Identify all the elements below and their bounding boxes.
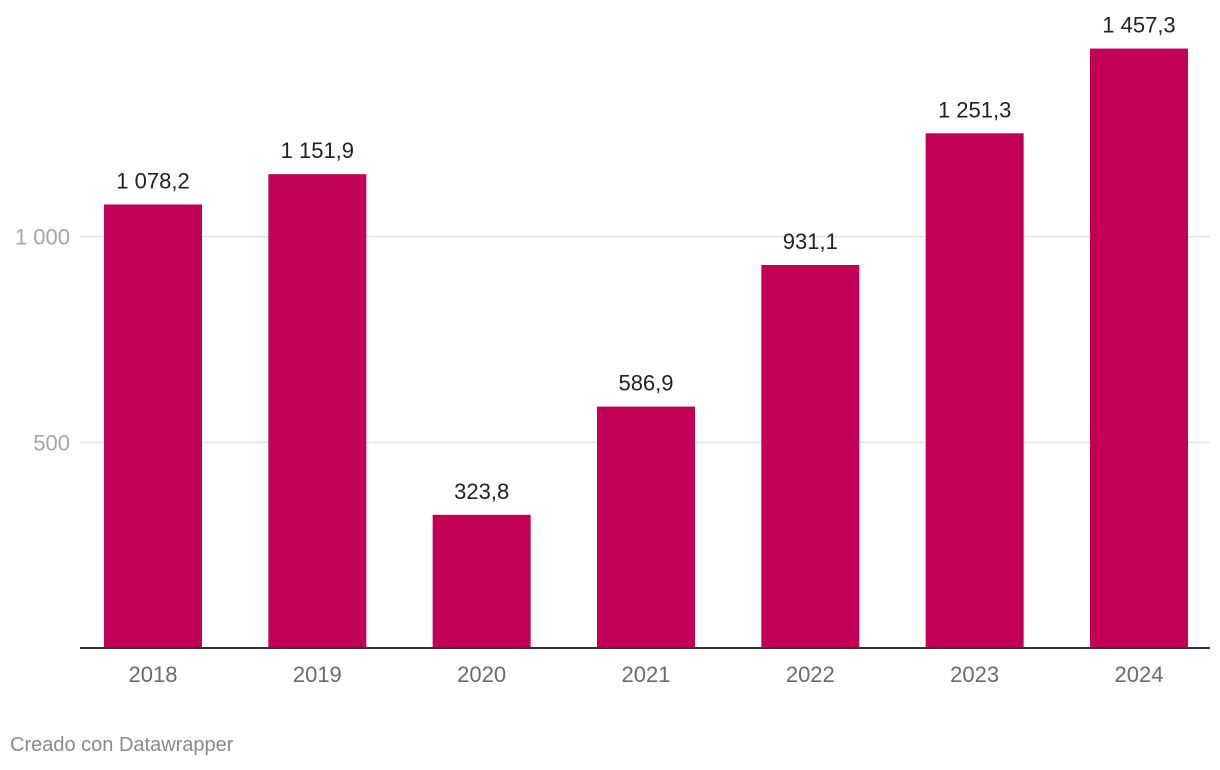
data-label-2023: 1 251,3 <box>938 97 1011 122</box>
x-tick-label: 2018 <box>129 662 178 687</box>
y-axis-ticks: 500 1 000 <box>15 225 70 456</box>
data-label-2022: 931,1 <box>783 229 838 254</box>
bar-2022 <box>761 265 860 648</box>
credit-text: Creado con Datawrapper <box>10 734 234 756</box>
bar-2023 <box>925 133 1024 649</box>
bar-2019 <box>268 174 367 649</box>
y-tick-label: 500 <box>33 430 70 455</box>
x-tick-label: 2020 <box>457 662 506 687</box>
data-label-2021: 586,9 <box>618 371 673 396</box>
data-labels: 1 078,2 1 151,9 323,8 586,9 931,1 1 251,3 1 45… <box>116 13 1175 504</box>
bar-2021 <box>596 406 695 648</box>
x-tick-label: 2023 <box>950 662 999 687</box>
x-axis-ticks: 2018 2019 2020 2021 2022 2023 2024 <box>129 662 1164 687</box>
x-tick-label: 2024 <box>1115 662 1164 687</box>
bar-2020 <box>432 514 531 648</box>
data-label-2024: 1 457,3 <box>1102 13 1175 38</box>
x-tick-label: 2022 <box>786 662 835 687</box>
x-tick-label: 2019 <box>293 662 342 687</box>
bar-2024 <box>1089 48 1188 648</box>
bars <box>104 48 1188 649</box>
data-label-2020: 323,8 <box>454 479 509 504</box>
y-tick-label: 1 000 <box>15 225 70 250</box>
bar-2018 <box>104 204 202 648</box>
x-tick-label: 2021 <box>622 662 671 687</box>
data-label-2019: 1 151,9 <box>281 138 354 163</box>
data-label-2018: 1 078,2 <box>116 169 189 194</box>
